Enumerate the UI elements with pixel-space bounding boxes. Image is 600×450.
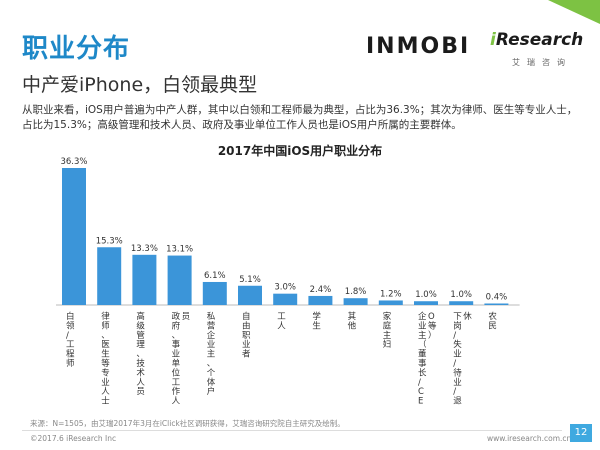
data-label: 5.1% — [239, 275, 261, 285]
data-label: 1.8% — [345, 287, 367, 297]
data-label: 13.3% — [131, 244, 158, 254]
bar — [62, 168, 86, 305]
corner-decoration — [548, 0, 600, 24]
iresearch-logo-subtitle: 艾瑞咨询 — [512, 58, 572, 67]
data-label: 0.4% — [486, 292, 508, 302]
bar — [308, 295, 333, 305]
chart-title: 2017年中国iOS用户职业分布 — [217, 144, 383, 158]
category-label: 工人 — [277, 312, 286, 331]
page-title: 职业分布 — [22, 34, 131, 64]
bar — [167, 255, 192, 305]
bar — [132, 254, 157, 305]
data-label: 6.1% — [204, 271, 226, 281]
category-label: 白领/工程师 — [66, 311, 75, 369]
page-number: 12 — [570, 424, 592, 442]
page-subtitle: 中产爱iPhone，白领最典型 — [22, 74, 258, 96]
bar — [484, 303, 509, 305]
data-label: 1.0% — [415, 290, 437, 300]
iresearch-logo-text: Research — [495, 30, 584, 50]
category-label: 自由职业者 — [242, 311, 251, 360]
category-label: 律师、医生等专业人士 — [101, 311, 110, 407]
data-label: 13.1% — [166, 245, 193, 255]
footer-divider — [22, 430, 562, 431]
bar — [449, 301, 474, 305]
category-label: 政府、事业单位工作人员 — [172, 311, 191, 407]
bar — [97, 247, 122, 305]
iresearch-logo-i: i — [490, 30, 496, 50]
iresearch-logo: iResearch — [490, 30, 583, 50]
inmobi-logo: INMOBI — [366, 34, 471, 59]
bar — [238, 285, 262, 305]
data-label: 36.3% — [60, 157, 87, 167]
website-link[interactable]: www.iresearch.com.cn — [487, 434, 572, 443]
bar — [273, 293, 298, 305]
data-label: 2.4% — [310, 285, 332, 295]
copyright: ©2017.6 iResearch Inc — [30, 434, 117, 443]
bar — [343, 298, 368, 305]
data-label: 3.0% — [274, 283, 296, 293]
category-label: 其他 — [348, 312, 357, 331]
bar — [378, 300, 403, 305]
category-label: 企业主（董事长/C EO 等） — [418, 311, 437, 407]
data-label: 15.3% — [96, 236, 123, 246]
category-label: 高级管理、技术人员 — [136, 311, 145, 397]
category-label: 下岗/失业/待业/退休 — [453, 311, 472, 407]
bar — [414, 301, 438, 305]
category-label: 家庭主妇 — [383, 311, 392, 350]
category-label: 学生 — [312, 311, 321, 331]
data-label: 1.2% — [380, 289, 402, 299]
description-text: 从职业来看，iOS用户普遍为中产人群，其中以白领和工程师最为典型，占比为36.3… — [22, 104, 578, 131]
category-label: 私营企业主、个体户 — [207, 312, 216, 397]
category-label: 农民 — [488, 311, 497, 331]
bar — [202, 281, 227, 305]
source-note: 来源：N=1505，由艾瑞2017年3月在iClick社区调研获得，艾瑞咨询研究… — [30, 419, 345, 428]
data-label: 1.0% — [450, 290, 472, 300]
